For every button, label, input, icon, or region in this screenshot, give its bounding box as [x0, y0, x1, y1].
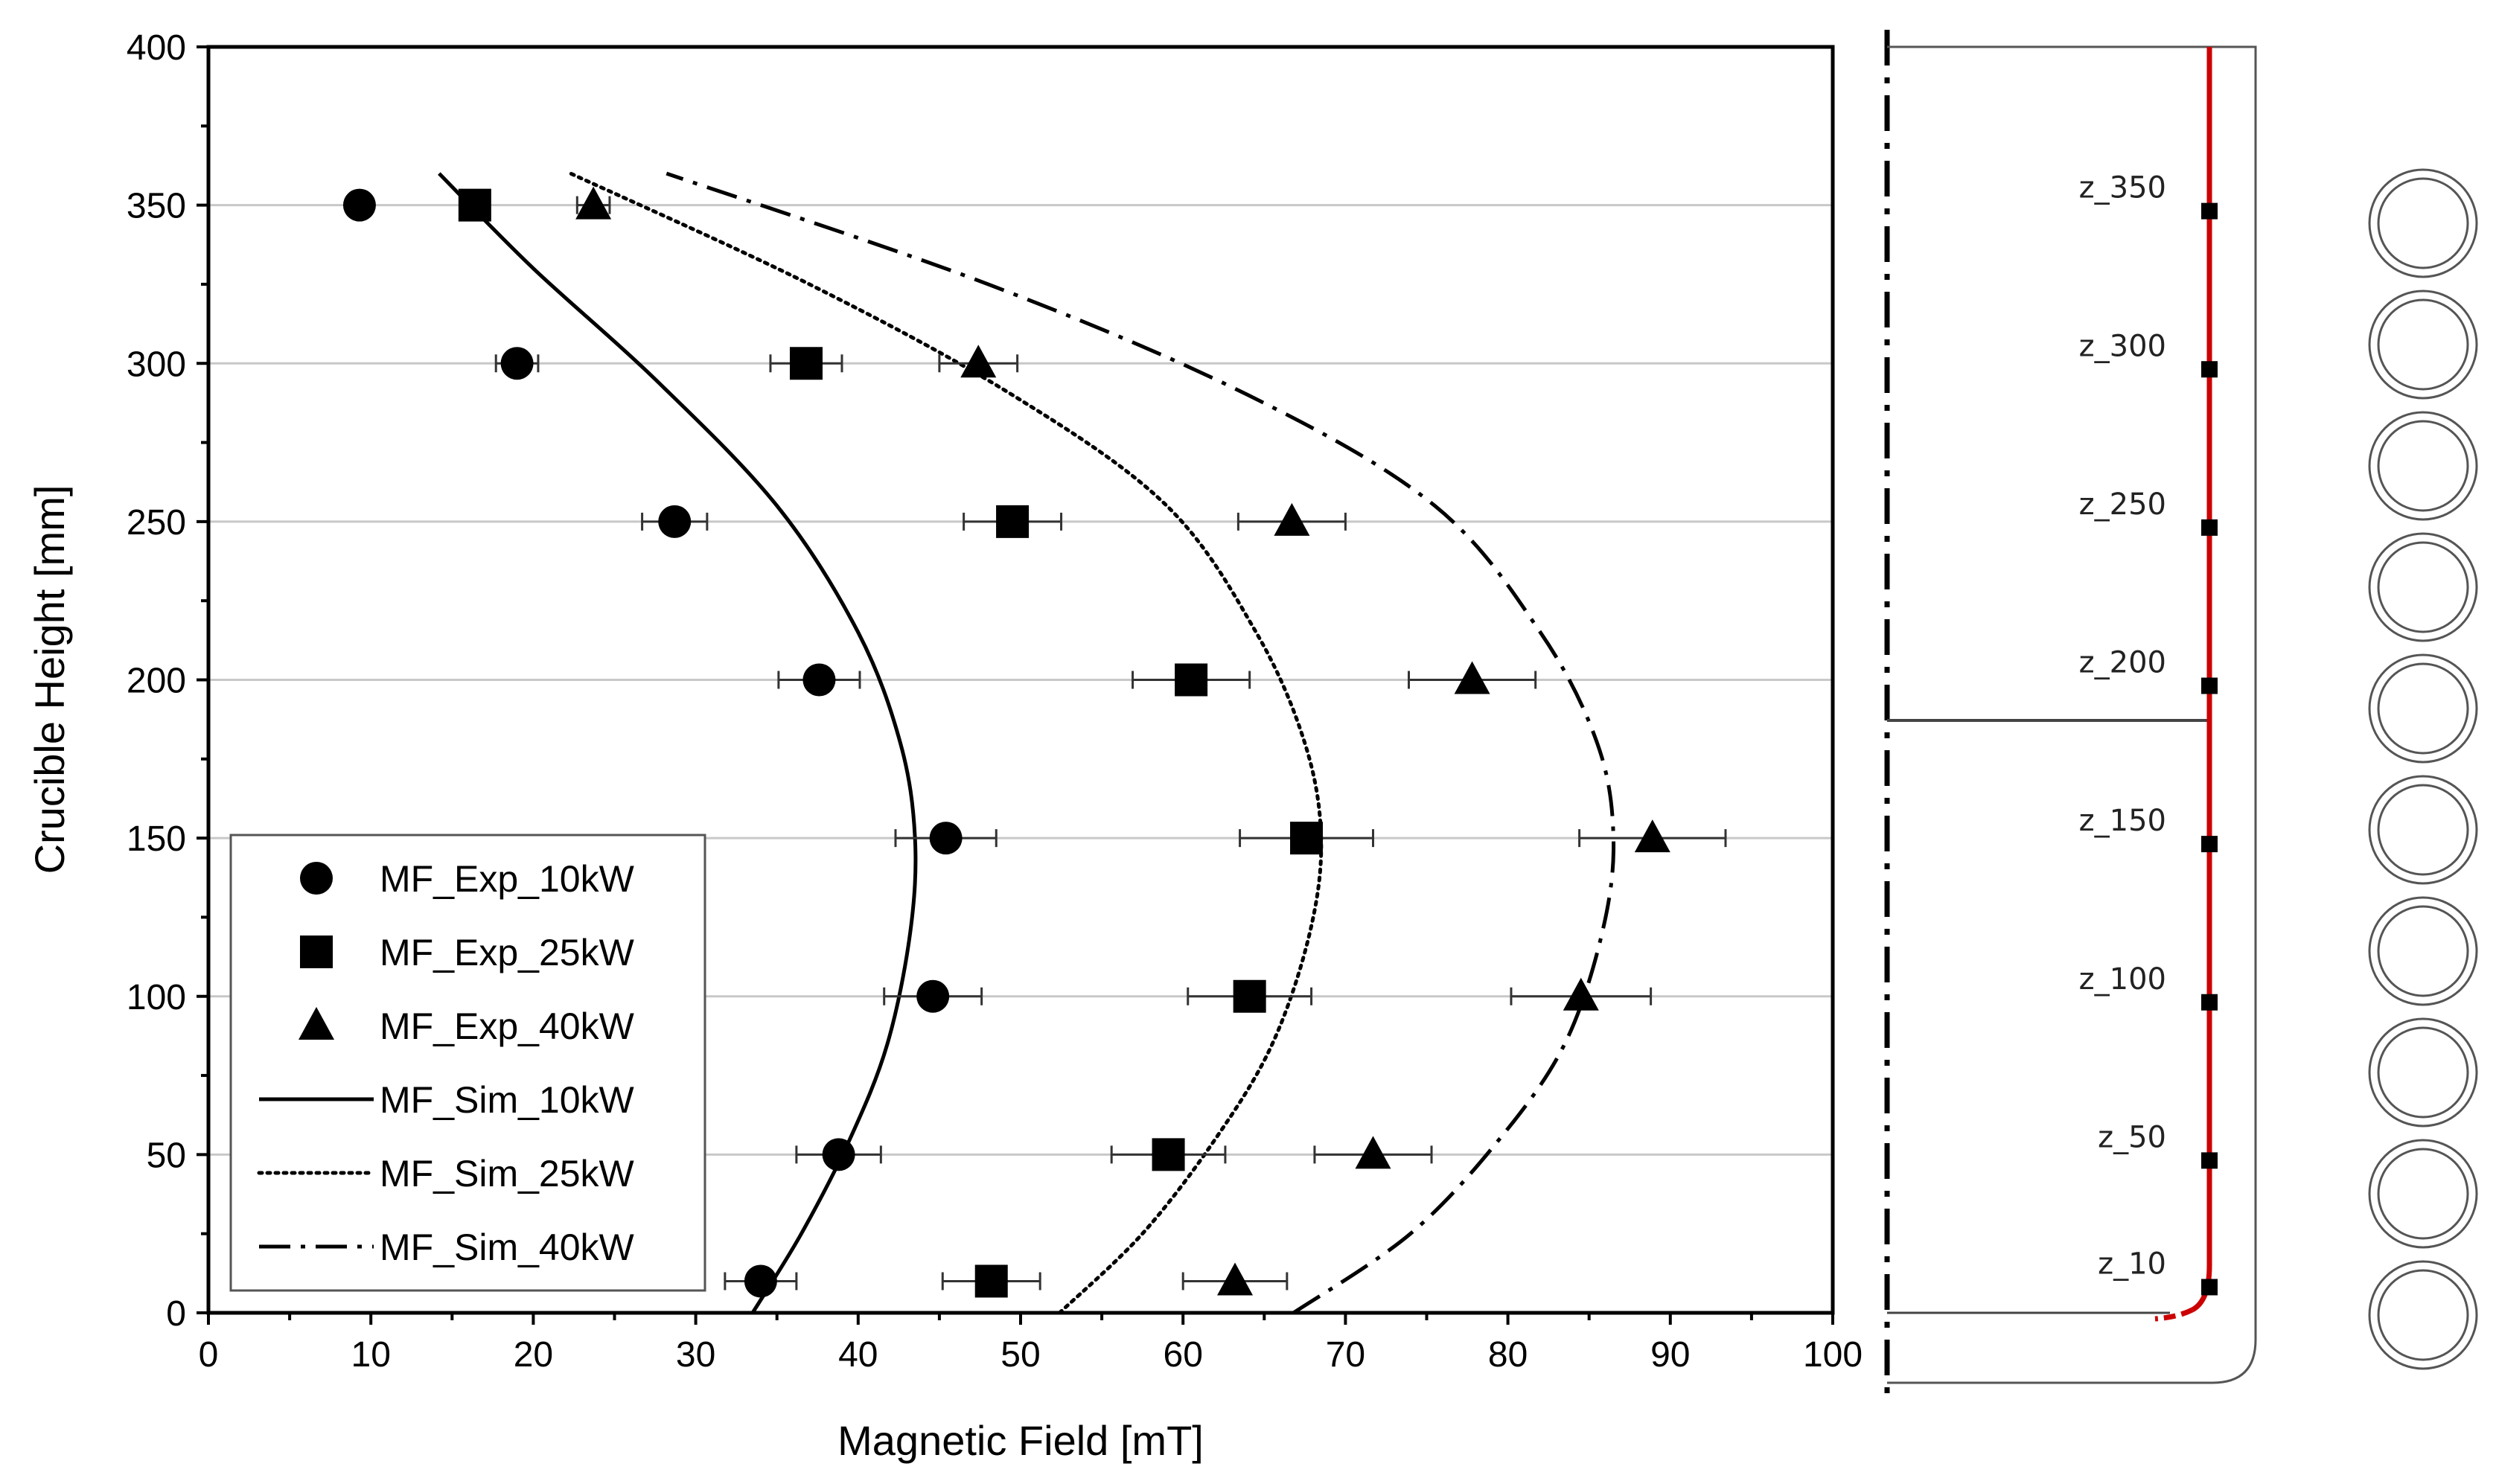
sensor-marker	[2201, 677, 2218, 694]
point-MF_Exp_10kW	[500, 347, 534, 380]
x-tick-label: 90	[1650, 1335, 1690, 1375]
point-MF_Exp_10kW	[744, 1264, 777, 1298]
legend-label: MF_Sim_25kW	[380, 1153, 635, 1194]
coil-ring	[2368, 653, 2478, 764]
point-MF_Exp_40kW	[575, 186, 612, 220]
coil-ring	[2368, 1260, 2478, 1370]
point-MF_Exp_40kW	[1355, 1136, 1391, 1169]
y-tick-label: 150	[127, 819, 186, 859]
point-MF_Exp_25kW	[996, 505, 1030, 538]
point-MF_Exp_25kW	[789, 347, 823, 380]
coil-ring	[2368, 1017, 2478, 1128]
sensor-marker	[2201, 1279, 2218, 1296]
x-tick-label: 30	[676, 1335, 715, 1375]
curve-MF_Sim_10kW	[438, 172, 918, 1314]
sensor-label: z_350	[2079, 171, 2166, 205]
x-tick-label: 0	[199, 1335, 219, 1375]
curve-MF_Sim_40kW	[666, 171, 1616, 1315]
sensor-marker	[2201, 836, 2218, 853]
sensor-label: z_250	[2079, 487, 2166, 522]
y-axis-label: Crucible Height [mm]	[26, 485, 73, 874]
axis-tick-labels: 0 50 100 150 200 250 300 350 400 0 10 20 30 40 50 60 70 8…	[127, 28, 1863, 1375]
x-axis-label: Magnetic Field [mT]	[837, 1417, 1204, 1464]
point-MF_Exp_10kW	[916, 979, 950, 1013]
x-tick-label: 10	[351, 1335, 391, 1375]
legend-label: MF_Exp_25kW	[380, 932, 635, 973]
axis-ticks	[197, 45, 1834, 1325]
point-MF_Exp_10kW	[929, 822, 963, 855]
y-tick-label: 400	[127, 28, 186, 68]
crucible-schematic: z_350 z_300 z_250 z_200 z_150 z_100 z_50 z_10	[1884, 30, 2478, 1399]
crucible-outline	[1887, 45, 2257, 1384]
x-tick-label: 40	[838, 1335, 878, 1375]
x-tick-label: 100	[1803, 1335, 1863, 1375]
point-MF_Exp_10kW	[342, 188, 376, 222]
coil-ring	[2368, 532, 2478, 642]
sensor-marker	[2201, 202, 2218, 220]
legend-box	[229, 834, 706, 1292]
coil-ring	[2368, 1139, 2478, 1249]
sensor-markers: z_350 z_300 z_250 z_200 z_150 z_100 z_50 z_10	[2079, 171, 2218, 1296]
curve-MF_Sim_25kW	[569, 171, 1324, 1315]
legend-marker-MF_Exp_40kW	[299, 1007, 334, 1040]
y-tick-label: 300	[127, 345, 186, 384]
legend-marker-MF_Exp_10kW	[300, 862, 333, 895]
legend-marker-MF_Exp_25kW	[300, 936, 333, 968]
simulation-curves	[438, 171, 1616, 1315]
point-MF_Exp_10kW	[802, 663, 836, 697]
legend-label: MF_Sim_40kW	[380, 1226, 635, 1268]
point-MF_Exp_40kW	[1454, 661, 1490, 694]
coil-ring	[2368, 168, 2478, 278]
sensor-marker	[2201, 994, 2218, 1011]
point-MF_Exp_25kW	[1290, 822, 1324, 855]
point-MF_Exp_40kW	[1634, 819, 1670, 853]
coil-ring	[2368, 775, 2478, 885]
x-tick-label: 50	[1000, 1335, 1040, 1375]
experimental-points	[342, 186, 1727, 1298]
plot-area: 0 50 100 150 200 250 300 350 400 0 10 20 30 40 50 60 70 8…	[127, 28, 1863, 1375]
point-MF_Exp_25kW	[458, 188, 491, 222]
coil-ring	[2368, 290, 2478, 400]
point-MF_Exp_10kW	[658, 505, 692, 538]
y-tick-label: 0	[166, 1294, 186, 1334]
legend-label: MF_Sim_10kW	[380, 1079, 635, 1121]
point-MF_Exp_10kW	[822, 1138, 855, 1171]
x-tick-label: 70	[1326, 1335, 1365, 1375]
sensor-label: z_300	[2079, 329, 2166, 363]
x-tick-label: 20	[514, 1335, 553, 1375]
coil-ring	[2368, 411, 2478, 521]
sensor-label: z_50	[2098, 1120, 2166, 1154]
point-MF_Exp_25kW	[1175, 663, 1208, 697]
legend-label: MF_Exp_40kW	[380, 1005, 635, 1047]
legend-label: MF_Exp_10kW	[380, 858, 635, 900]
point-MF_Exp_25kW	[1152, 1138, 1185, 1171]
y-tick-label: 350	[127, 187, 186, 226]
induction-coil	[2368, 168, 2478, 1370]
sensor-label: z_100	[2079, 962, 2166, 997]
point-MF_Exp_25kW	[1233, 979, 1266, 1013]
sensor-label: z_10	[2098, 1247, 2166, 1281]
sensor-label: z_200	[2079, 646, 2166, 680]
point-MF_Exp_40kW	[1563, 977, 1599, 1011]
y-tick-label: 250	[127, 503, 186, 543]
y-tick-label: 50	[147, 1136, 186, 1175]
y-tick-label: 200	[127, 662, 186, 701]
point-MF_Exp_40kW	[960, 345, 997, 378]
sensor-marker	[2201, 1152, 2218, 1169]
y-tick-label: 100	[127, 978, 186, 1017]
sensor-marker	[2201, 519, 2218, 536]
coil-ring	[2368, 896, 2478, 1006]
sensor-marker	[2201, 361, 2218, 378]
point-MF_Exp_25kW	[974, 1264, 1008, 1298]
x-tick-label: 80	[1488, 1335, 1528, 1375]
x-tick-label: 60	[1164, 1335, 1203, 1375]
probe-tip	[2154, 1307, 2194, 1322]
legend: MF_Exp_10kW MF_Exp_25kW MF_Exp_40kW MF_Sim_…	[229, 834, 706, 1292]
point-MF_Exp_40kW	[1274, 502, 1310, 536]
point-MF_Exp_40kW	[1217, 1262, 1254, 1296]
sensor-label: z_150	[2079, 804, 2166, 838]
